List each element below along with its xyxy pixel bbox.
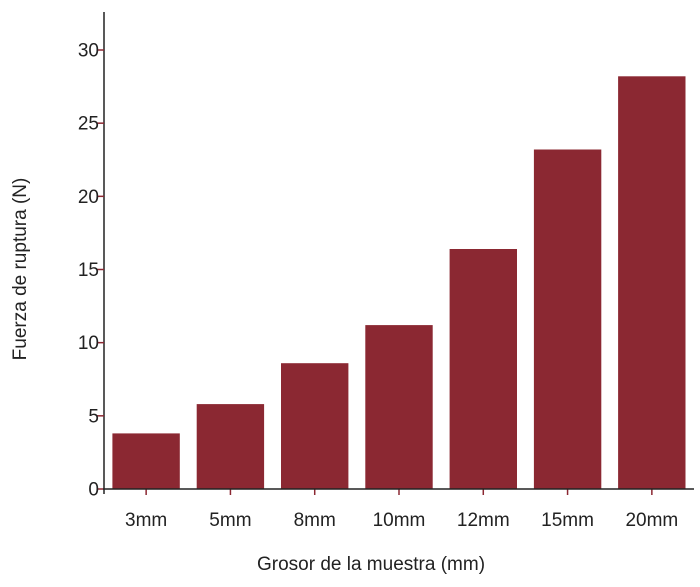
x-axis-title: Grosor de la muestra (mm) xyxy=(257,554,485,575)
bar-15mm xyxy=(533,149,602,489)
x-tick-label-12mm: 12mm xyxy=(457,510,510,531)
x-tick-label-5mm: 5mm xyxy=(209,510,251,531)
y-tick-label-20: 20 xyxy=(78,187,99,208)
bar-12mm xyxy=(449,249,517,489)
bars-group xyxy=(112,76,686,490)
x-tick-label-3mm: 3mm xyxy=(125,510,167,531)
x-tick-label-10mm: 10mm xyxy=(373,510,426,531)
y-axis: 0 5 10 15 20 25 30 xyxy=(78,12,105,501)
bar-5mm xyxy=(196,404,265,489)
bar-20mm xyxy=(618,76,686,490)
y-tick-label-30: 30 xyxy=(78,41,99,62)
bar-3mm xyxy=(112,433,180,489)
bar-10mm xyxy=(365,325,433,489)
x-tick-label-20mm: 20mm xyxy=(625,510,678,531)
y-tick-label-0: 0 xyxy=(88,480,99,501)
y-axis-title: Fuerza de ruptura (N) xyxy=(10,178,31,361)
y-tick-label-25: 25 xyxy=(78,114,99,135)
y-tick-label-5: 5 xyxy=(88,406,99,427)
x-tick-label-8mm: 8mm xyxy=(294,510,336,531)
bar-8mm xyxy=(281,363,349,489)
y-tick-label-10: 10 xyxy=(78,333,99,354)
y-tick-label-15: 15 xyxy=(78,260,99,281)
x-axis: 3mm 5mm 8mm 10mm 12mm 15mm 20mm xyxy=(103,488,694,531)
x-tick-label-15mm: 15mm xyxy=(541,510,594,531)
